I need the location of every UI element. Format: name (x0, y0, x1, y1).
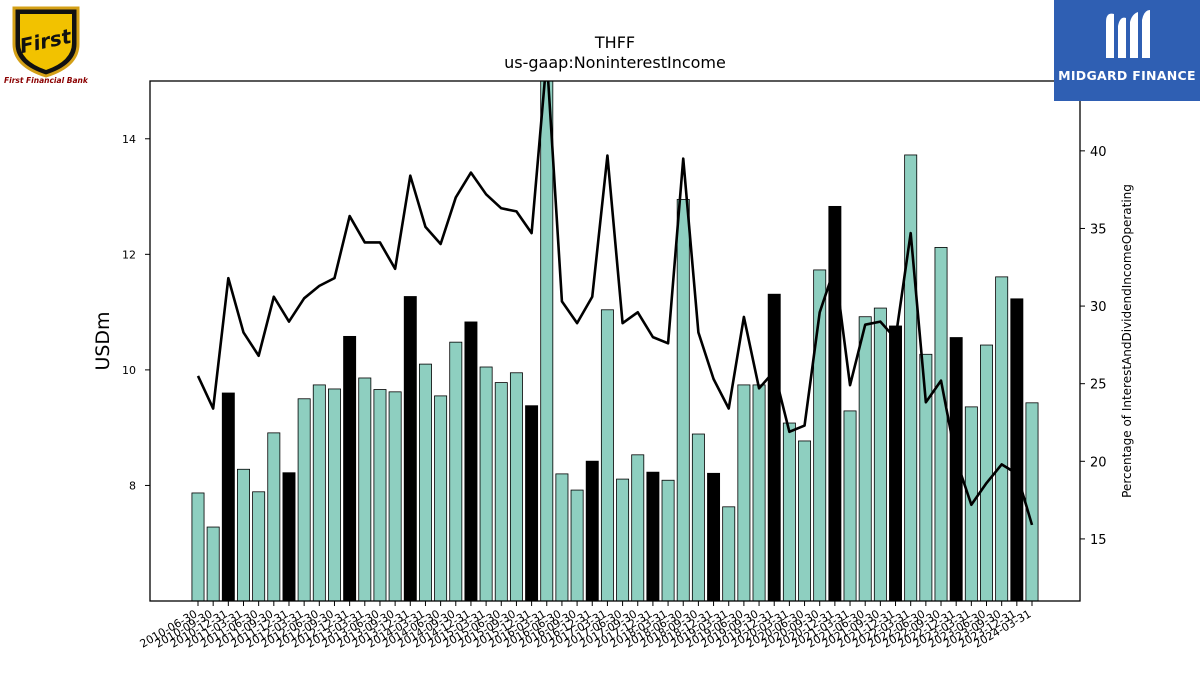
y-tick-label: 10 (122, 364, 136, 377)
bar (828, 205, 842, 601)
line-series (196, 81, 1034, 526)
y2-tick-label: 15 (1090, 533, 1107, 548)
bar (691, 433, 705, 601)
bar-series (191, 81, 1039, 601)
bank-shield-icon: First (12, 6, 80, 78)
bar (889, 325, 902, 601)
bar (434, 395, 448, 601)
chart-title: THFF (594, 33, 635, 52)
bar (919, 353, 933, 601)
bar (388, 391, 402, 601)
bar (616, 478, 630, 601)
y-tick-label: 12 (122, 248, 136, 261)
bar (737, 384, 751, 601)
y2-tick-label: 40 (1090, 145, 1107, 160)
logo-right-text: MIDGARD FINANCE (1058, 68, 1196, 83)
bar (282, 472, 296, 601)
bar (858, 316, 872, 601)
bar (343, 335, 357, 601)
bar (934, 246, 948, 601)
plot-frame (149, 80, 1081, 602)
y-tick-label: 14 (122, 133, 136, 146)
y2-axis-label: Percentage of InterestAndDividendIncomeO… (1120, 184, 1134, 498)
bar (995, 276, 1009, 601)
bar (752, 384, 766, 601)
bar (403, 296, 417, 601)
bar (798, 440, 812, 601)
bar (555, 473, 569, 601)
bar (464, 321, 478, 601)
bar (373, 389, 387, 601)
y2-tick-label: 25 (1090, 378, 1107, 393)
bar (540, 81, 554, 601)
bar (707, 472, 721, 601)
bar (676, 199, 690, 601)
bar (509, 372, 523, 601)
bar (418, 363, 432, 601)
bar (585, 460, 599, 601)
midgard-m-icon (1106, 10, 1150, 58)
bar (267, 432, 281, 601)
bar (479, 366, 493, 601)
bar (904, 154, 918, 601)
bar (297, 398, 311, 601)
bar (813, 269, 827, 601)
y-axis-label: USDm (92, 311, 114, 370)
bar (600, 309, 614, 601)
y2-tick-label: 35 (1090, 222, 1107, 237)
bar (191, 492, 205, 601)
bar (980, 344, 993, 601)
bar (525, 405, 539, 601)
bar (328, 388, 341, 601)
plot-area: 81012141520253035402010-06-302010-09-302… (122, 80, 1107, 651)
bar (782, 422, 796, 601)
bar (221, 392, 235, 601)
bar (722, 506, 736, 601)
bar (494, 382, 508, 601)
bar (206, 526, 220, 601)
bar (767, 293, 781, 601)
bar (661, 479, 675, 601)
bar (449, 341, 463, 601)
bar (631, 454, 645, 601)
bar (570, 489, 584, 601)
bar (949, 337, 963, 601)
y-tick-label: 8 (129, 479, 136, 492)
ratio-line (196, 81, 1034, 526)
chart-subtitle: us-gaap:NoninterestIncome (504, 53, 726, 72)
bar (252, 491, 266, 601)
y2-tick-label: 20 (1090, 455, 1107, 470)
y2-tick-label: 30 (1090, 300, 1107, 315)
midgard-finance-logo: MIDGARD FINANCE (1054, 0, 1200, 101)
bar (237, 468, 250, 601)
bar (873, 307, 887, 601)
logo-left-text: First Financial Bank (4, 76, 88, 85)
bar (1010, 298, 1024, 601)
bar (1025, 402, 1039, 601)
first-financial-bank-logo: First First Financial Bank (4, 4, 88, 86)
bar (646, 471, 660, 601)
bar (358, 377, 372, 601)
bar (312, 384, 326, 601)
bar (843, 410, 857, 601)
